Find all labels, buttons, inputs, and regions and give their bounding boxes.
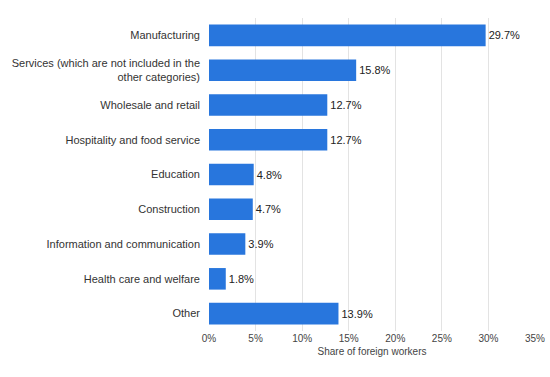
svg-text:Services (which are not includ: Services (which are not included in theo… [12, 57, 200, 83]
svg-text:10%: 10% [292, 333, 312, 344]
svg-text:4.8%: 4.8% [257, 169, 282, 181]
svg-text:13.9%: 13.9% [341, 308, 372, 320]
svg-text:20%: 20% [385, 333, 405, 344]
svg-text:Information and communication: Information and communication [47, 238, 200, 250]
svg-text:29.7%: 29.7% [489, 29, 520, 41]
svg-text:Health care and welfare: Health care and welfare [84, 273, 200, 285]
svg-text:4.7%: 4.7% [256, 203, 281, 215]
svg-text:Manufacturing: Manufacturing [130, 29, 200, 41]
svg-text:Hospitality and food service: Hospitality and food service [65, 134, 200, 146]
svg-text:Construction: Construction [138, 203, 200, 215]
svg-text:25%: 25% [432, 333, 452, 344]
svg-text:3.9%: 3.9% [248, 238, 273, 250]
svg-text:Share of foreign workers: Share of foreign workers [318, 346, 427, 357]
svg-text:Wholesale and retail: Wholesale and retail [100, 99, 200, 111]
svg-text:15%: 15% [339, 333, 359, 344]
svg-text:12.7%: 12.7% [330, 134, 361, 146]
svg-text:35%: 35% [525, 333, 545, 344]
svg-text:Education: Education [151, 168, 200, 180]
svg-text:5%: 5% [248, 333, 263, 344]
svg-text:1.8%: 1.8% [229, 273, 254, 285]
svg-text:0%: 0% [202, 333, 217, 344]
svg-text:15.8%: 15.8% [359, 64, 390, 76]
svg-text:30%: 30% [478, 333, 498, 344]
svg-text:Other: Other [172, 307, 200, 319]
svg-text:12.7%: 12.7% [330, 99, 361, 111]
